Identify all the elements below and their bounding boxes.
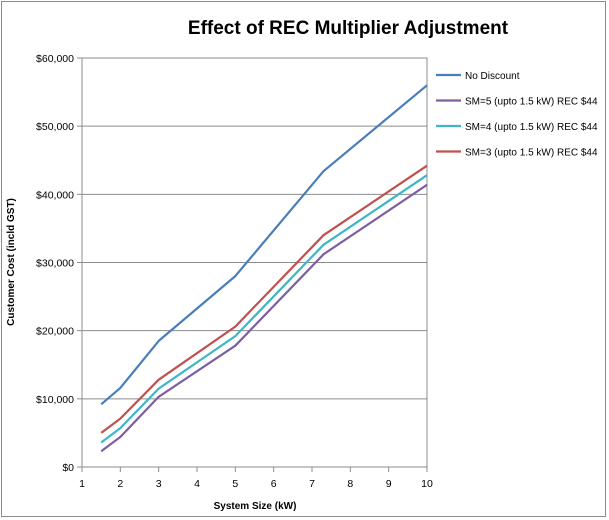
x-tick-label: 9	[386, 478, 392, 490]
chart-title: Effect of REC Multiplier Adjustment	[188, 18, 509, 39]
x-tick-label: 7	[309, 478, 315, 490]
series-line	[100, 164, 428, 434]
legend-label: SM=4 (upto 1.5 kW) REC $44	[465, 122, 598, 133]
x-tick-label: 3	[156, 478, 162, 490]
x-tick-label: 8	[347, 478, 353, 490]
y-tick-label: $50,000	[36, 121, 74, 133]
x-tick-label: 4	[194, 478, 200, 490]
series-lines	[100, 84, 428, 453]
y-tick-label: $20,000	[36, 326, 74, 338]
legend-label: No Discount	[465, 71, 520, 82]
y-tick-label: $30,000	[36, 258, 74, 270]
legend-label: SM=3 (upto 1.5 kW) REC $44	[465, 148, 598, 159]
y-tick-label: $60,000	[36, 53, 74, 65]
x-tick-label: 6	[271, 478, 277, 490]
legend: No Discount SM=5 (upto 1.5 kW) REC $44 SM=…	[436, 71, 598, 159]
y-axis-ticks: $0 $10,000 $20,000 $30,000 $40,000 $50,000 $60…	[36, 53, 82, 474]
y-tick-label: $10,000	[36, 394, 74, 406]
x-tick-label: 1	[79, 478, 85, 490]
x-axis-ticks: 1 2 3 4 5 6 7 8 9 10	[79, 467, 433, 490]
legend-label: SM=5 (upto 1.5 kW) REC $44	[465, 97, 598, 108]
series-line	[100, 174, 428, 444]
series-line	[100, 183, 428, 453]
x-axis-label: System Size (kW)	[214, 501, 297, 512]
y-tick-label: $0	[62, 462, 74, 474]
y-tick-label: $40,000	[36, 189, 74, 201]
x-tick-label: 5	[232, 478, 238, 490]
y-axis-label: Customer Cost (incld GST)	[6, 198, 17, 326]
series-line	[100, 84, 428, 406]
x-tick-label: 10	[421, 478, 433, 490]
x-tick-label: 2	[117, 478, 123, 490]
